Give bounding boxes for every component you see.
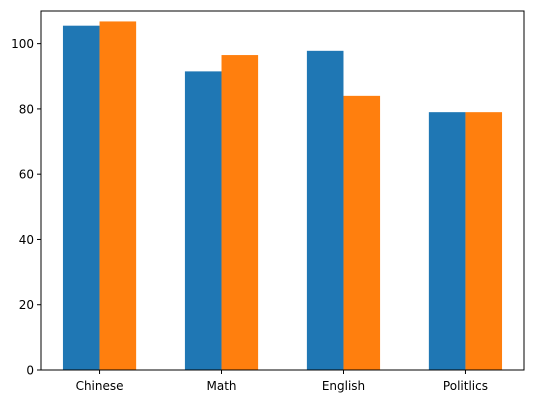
y-tick-label: 0: [26, 364, 34, 378]
y-tick-label: 100: [11, 37, 34, 51]
bar-series1-politlics: [428, 112, 466, 371]
x-tick-label-chinese: Chinese: [76, 379, 124, 393]
bar-series2-english: [343, 95, 381, 370]
y-tick-label: 20: [19, 298, 34, 312]
bar-series2-chinese: [99, 21, 137, 370]
y-tick-label: 80: [19, 102, 34, 116]
y-axis: 0 20 40 60 80 100: [11, 37, 41, 378]
x-axis: Chinese Math English Politlics: [76, 370, 488, 393]
x-tick-label-english: English: [322, 379, 365, 393]
bar-series2-math: [221, 55, 259, 371]
y-tick-label: 40: [19, 233, 34, 247]
bar-series2-politlics: [465, 112, 503, 371]
bar-series1-math: [184, 71, 222, 370]
x-tick-label-politlics: Politlics: [443, 379, 488, 393]
plot-frame: [40, 10, 525, 371]
bar-series1-chinese: [62, 25, 100, 370]
bar-series1-english: [306, 50, 344, 370]
x-tick-label-math: Math: [206, 379, 236, 393]
y-tick-label: 60: [19, 168, 34, 182]
bars-group: [62, 21, 503, 371]
